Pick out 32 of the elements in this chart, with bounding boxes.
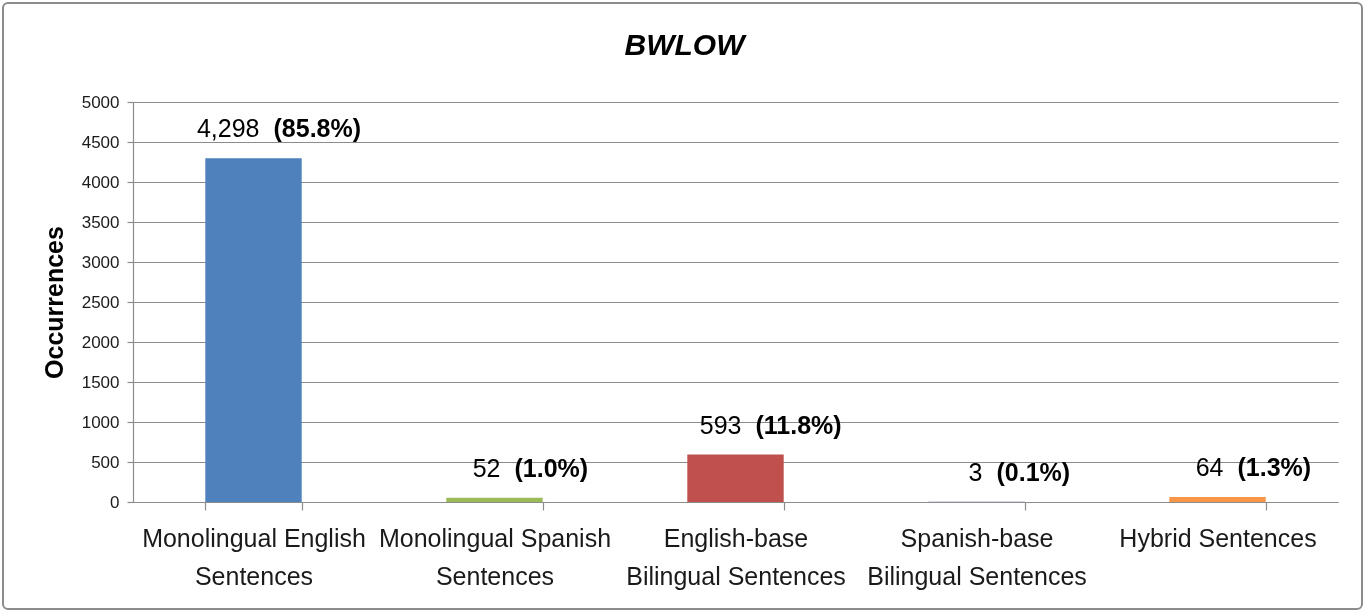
- bar: [446, 497, 543, 502]
- x-tick-label: Spanish-base Bilingual Sentences: [867, 523, 1087, 590]
- annotation: (11.8%): [755, 410, 842, 439]
- annotation: (1.0%): [514, 453, 589, 482]
- data-label: 4,298: [196, 114, 260, 143]
- annotation: (85.8%): [273, 114, 362, 143]
- y-tick-label: 1500: [81, 372, 120, 392]
- bar: [1169, 496, 1266, 502]
- y-tick-label: 2000: [81, 332, 120, 352]
- y-tick-label: 5000: [81, 92, 120, 112]
- y-tick-label: 3000: [81, 252, 120, 272]
- y-axis-title: Occurrences: [39, 226, 68, 379]
- data-label: 52: [472, 453, 501, 482]
- x-tick-label: Monolingual Spanish Sentences: [378, 523, 612, 590]
- annotation: (0.1%): [996, 457, 1071, 486]
- y-tick-label: 4500: [81, 132, 120, 152]
- y-tick-label: 3500: [81, 212, 120, 232]
- data-label: 64: [1195, 452, 1224, 481]
- y-tick-label: 1000: [81, 412, 120, 432]
- y-tick-label: 0: [110, 492, 120, 512]
- data-label: 3: [968, 457, 983, 486]
- x-tick-label: Monolingual English Sentences: [142, 523, 366, 590]
- chart-title: BWLOW: [624, 28, 748, 61]
- y-tick-label: 500: [91, 452, 120, 472]
- y-tick-label: 4000: [81, 172, 120, 192]
- data-label: 593: [699, 410, 742, 439]
- y-tick-label: 2500: [81, 292, 120, 312]
- bar: [687, 454, 784, 502]
- x-tick-label: English-base Bilingual Sentences: [626, 523, 846, 590]
- annotation: (1.3%): [1237, 452, 1312, 481]
- x-tick-label: Hybrid Sentences: [1119, 523, 1317, 552]
- bar: [205, 158, 302, 502]
